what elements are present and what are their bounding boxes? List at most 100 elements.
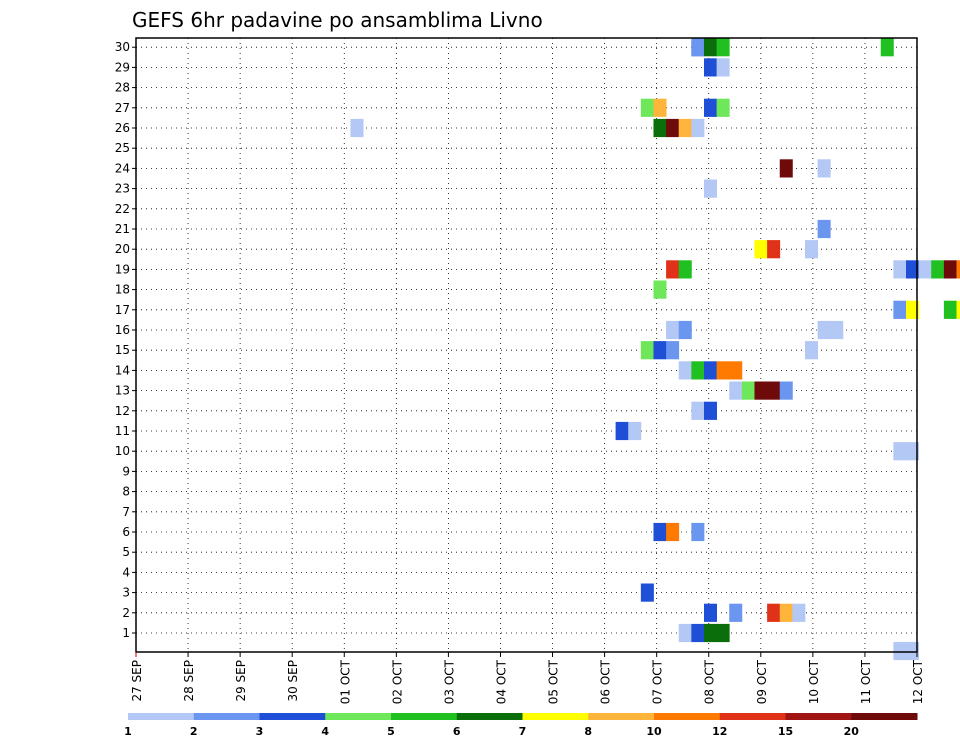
data-cell [817,219,831,239]
colorbar-segment [128,713,195,720]
x-tick-label: 11 OCT [859,659,873,704]
y-tick-label: 13 [115,384,130,398]
colorbar-label: 10 [646,725,662,738]
grid [135,38,918,652]
colorbar-label: 2 [190,725,198,738]
data-cell [767,603,781,622]
colorbar-segment [719,713,786,720]
data-cell [615,421,629,441]
data-cell [804,240,819,259]
x-tick-label: 27 SEP [130,660,144,702]
colorbar-segment [785,713,852,720]
y-tick-label: 8 [122,485,130,499]
data-cell [779,159,793,178]
y-tick-label: 1 [122,626,130,640]
data-cell [703,58,717,77]
data-cell [703,361,717,380]
x-tick-label: 10 OCT [807,659,821,704]
x-tick-label: 30 SEP [286,660,300,702]
data-cell [956,260,960,279]
y-tick-label: 30 [115,40,130,54]
data-cell [931,260,945,279]
y-tick-label: 18 [115,283,130,297]
data-cell [691,401,705,420]
data-cell [906,260,920,279]
data-cell [703,38,717,57]
y-tick-label: 11 [115,424,130,438]
colorbar-label: 8 [584,725,592,738]
colorbar-label: 7 [519,725,527,738]
y-tick-label: 24 [115,161,130,175]
data-cell [678,623,692,643]
x-tick-label: 28 SEP [182,660,196,702]
y-tick-label: 20 [115,242,130,256]
colorbar-segment [654,713,721,720]
y-tick-label: 7 [122,505,130,519]
colorbar: 1 2 3 4 5 6 7 8 10 12 15 20 [124,713,918,738]
data-cell [716,623,730,643]
plot-frame [135,37,918,653]
data-cell [653,522,667,542]
data-cell [779,603,793,622]
data-cell [893,641,907,661]
y-tick-label: 4 [122,565,130,579]
data-cell [666,320,680,340]
data-cell [628,421,642,441]
data-cell [691,118,705,138]
data-cell [350,118,364,138]
data-cell [678,320,692,340]
data-cell [729,381,743,400]
colorbar-segment [193,713,260,720]
x-tick-label: 08 OCT [703,659,717,704]
data-cell [653,341,667,360]
colorbar-segment [522,713,589,720]
data-cell [729,603,743,622]
data-cell [703,623,717,643]
x-tick-label: 07 OCT [651,659,665,704]
data-cell [666,341,680,360]
colorbar-segment [325,713,392,720]
y-tick-label: 10 [115,444,130,458]
data-cell [691,522,705,542]
data-cell [906,300,920,319]
data-cell [880,38,894,57]
x-tick-label: 02 OCT [390,659,404,704]
data-cell [653,118,667,138]
chart-title: GEFS 6hr padavine po ansamblima Livno [132,8,543,32]
data-cell [653,98,667,117]
data-cell [716,98,730,117]
data-cell [741,381,755,400]
data-cell [779,381,793,400]
colorbar-segment [851,713,918,720]
data-cell [666,522,680,542]
x-tick-label: 29 SEP [234,660,248,702]
data-cell [666,118,680,138]
y-tick-label: 14 [115,363,130,377]
data-cell [640,341,654,360]
colorbar-segment [456,713,523,720]
data-cell [804,341,819,360]
y-tick-label: 29 [115,60,130,74]
y-tick-label: 23 [115,182,130,196]
data-cell [691,361,705,380]
data-cell [893,300,907,319]
y-tick-label: 5 [122,545,130,559]
y-tick-label: 3 [122,586,130,600]
colorbar-label: 12 [712,725,727,738]
x-tick-label: 12 OCT [911,659,925,704]
data-cell [691,38,705,57]
data-cell [678,118,692,138]
data-cell [691,623,705,643]
data-cell [640,583,654,602]
colorbar-label: 20 [844,725,860,738]
x-tick-label: 05 OCT [547,659,561,704]
y-tick-label: 2 [122,606,130,620]
data-cell [716,58,730,77]
data-cell [678,361,692,380]
y-tick-label: 28 [115,81,130,95]
y-tick-label: 26 [115,121,130,135]
y-axis: 1234567891011121314151617181920212223242… [115,40,136,640]
data-cell [943,300,957,319]
data-cell [906,442,920,461]
data-cell [956,300,960,319]
